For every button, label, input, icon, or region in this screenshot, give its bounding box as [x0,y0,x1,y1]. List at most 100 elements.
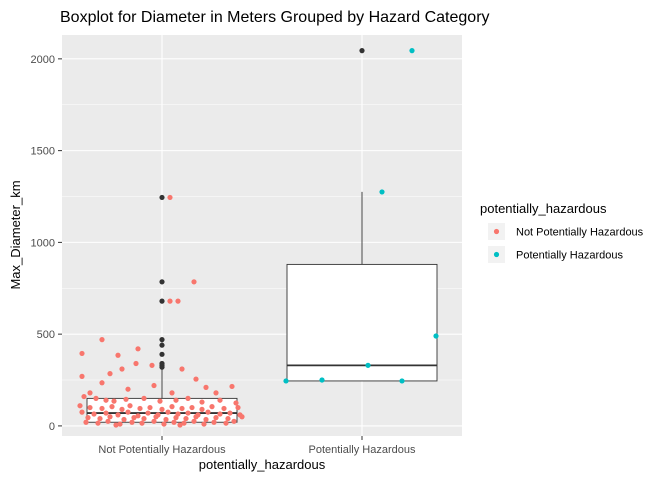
data-point [167,298,173,304]
data-point [79,350,85,357]
data-point [147,404,153,411]
data-point [145,410,151,416]
data-point [77,403,83,409]
data-point [129,419,135,425]
data-point [111,398,117,404]
axes: 0 500 1000 1500 2000 Not Potentially Hazardou… [31,54,416,456]
data-point [167,194,173,201]
data-point [225,415,231,422]
data-point [221,405,227,412]
box [286,263,438,382]
data-point [209,404,215,410]
data-point [213,390,219,396]
y-tick-label: 0 [49,421,55,433]
outlier-point [159,298,165,304]
data-point [177,422,183,428]
data-point [165,409,171,415]
data-point [131,415,137,421]
data-point [185,395,191,401]
data-point [115,412,121,418]
data-point [103,410,109,416]
outlier-point [159,194,165,201]
data-point [223,420,229,426]
y-tick-label: 1000 [31,237,55,249]
legend-title: potentially_hazardous [480,201,607,216]
data-point [97,415,103,422]
data-point [179,405,185,412]
data-point [217,411,223,417]
data-point [183,415,189,422]
data-point [93,395,99,401]
data-point [239,414,245,420]
data-point [107,414,113,420]
data-point [85,415,91,421]
data-point [169,390,175,396]
data-point [119,366,125,372]
data-point [217,397,223,403]
data-point [137,405,143,412]
data-point [115,352,121,358]
data-point [135,346,141,352]
data-point [189,404,195,411]
data-point [201,421,207,427]
data-point [173,415,179,421]
outlier-point [159,351,165,357]
data-point [157,398,163,404]
data-point [87,404,93,411]
legend: potentially_hazardous Not Potentially Ha… [480,201,644,263]
data-point [193,414,199,420]
data-point [203,416,209,423]
data-point [91,411,97,417]
data-point [213,415,219,421]
data-point [175,298,181,304]
data-point [123,396,129,402]
data-point [133,360,139,367]
y-axis-title: Max_Diameter_km [8,180,23,289]
data-point [185,410,191,416]
data-point [139,420,145,426]
data-point [95,420,101,426]
data-point [109,404,115,410]
data-point [127,403,133,409]
data-point [125,386,131,392]
data-point [83,419,89,425]
data-point [233,400,239,406]
data-point [99,380,105,386]
data-point [79,409,85,415]
data-point [203,384,209,390]
data-point [163,416,169,423]
data-point [121,416,127,423]
data-point [99,337,105,343]
data-point [125,409,131,415]
chart-title: Boxplot for Diameter in Meters Grouped b… [60,9,490,26]
legend-label: Not Potentially Hazardous [516,227,644,239]
data-point [151,418,157,424]
outlier-point [159,279,165,285]
data-point [99,405,105,412]
legend-swatch [493,228,500,235]
point-layer [77,47,439,428]
data-point [231,418,237,424]
data-point [169,404,175,410]
y-tick-label: 2000 [31,54,55,66]
data-point [199,399,205,405]
x-tick-label: Potentially Hazardous [308,444,416,456]
data-point [113,422,119,428]
data-point [135,413,141,419]
outlier-point [359,47,365,54]
data-point [409,47,415,54]
data-point [399,378,405,384]
legend-label: Potentially Hazardous [516,250,624,262]
data-point [151,382,157,389]
data-point [103,397,109,403]
data-point [205,409,211,415]
data-point [149,362,155,368]
data-point [229,383,235,390]
data-point [181,420,187,426]
data-point [283,378,289,384]
data-point [227,410,233,416]
data-point [319,377,325,383]
data-point [179,366,185,372]
data-point [173,397,179,403]
